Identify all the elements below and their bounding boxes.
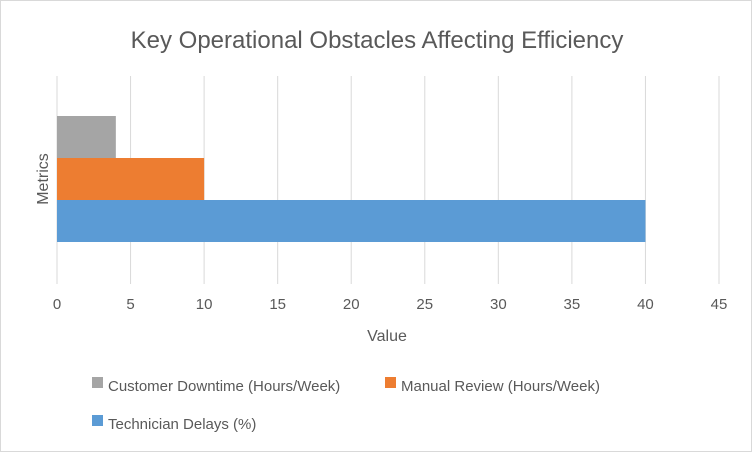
x-tick-label: 40 — [637, 296, 654, 313]
legend-item: Customer Downtime (Hours/Week) — [92, 377, 340, 395]
bar-manual-review-hours-week — [57, 158, 205, 200]
x-tick-label: 20 — [343, 296, 360, 313]
legend: Customer Downtime (Hours/Week) Manual Rev… — [92, 377, 600, 433]
x-tick-label: 35 — [564, 296, 581, 313]
x-tick-label: 5 — [126, 296, 134, 313]
x-tick-label: 15 — [269, 296, 286, 313]
x-tick-label: 45 — [711, 296, 728, 313]
legend-swatch — [92, 377, 103, 388]
y-axis-label: Metrics — [35, 153, 52, 205]
legend-item: Manual Review (Hours/Week) — [385, 377, 600, 395]
legend-label: Technician Delays (%) — [108, 416, 256, 433]
x-tick-label: 30 — [490, 296, 507, 313]
legend-label: Customer Downtime (Hours/Week) — [108, 378, 340, 395]
bar-customer-downtime-hours-week — [57, 116, 116, 158]
legend-item: Technician Delays (%) — [92, 415, 256, 433]
bar-technician-delays — [57, 200, 646, 242]
legend-swatch — [92, 415, 103, 426]
x-axis-label: Value — [367, 328, 407, 345]
x-tick-label: 25 — [416, 296, 433, 313]
legend-swatch — [385, 377, 396, 388]
chart-title: Key Operational Obstacles Affecting Effi… — [131, 27, 624, 54]
x-tick-label: 0 — [53, 296, 61, 313]
x-tick-labels: 0 5 10 15 20 25 30 35 40 45 — [53, 296, 728, 313]
x-tick-label: 10 — [196, 296, 213, 313]
gridlines — [56, 76, 720, 284]
bars — [57, 116, 646, 242]
legend-label: Manual Review (Hours/Week) — [401, 378, 600, 395]
